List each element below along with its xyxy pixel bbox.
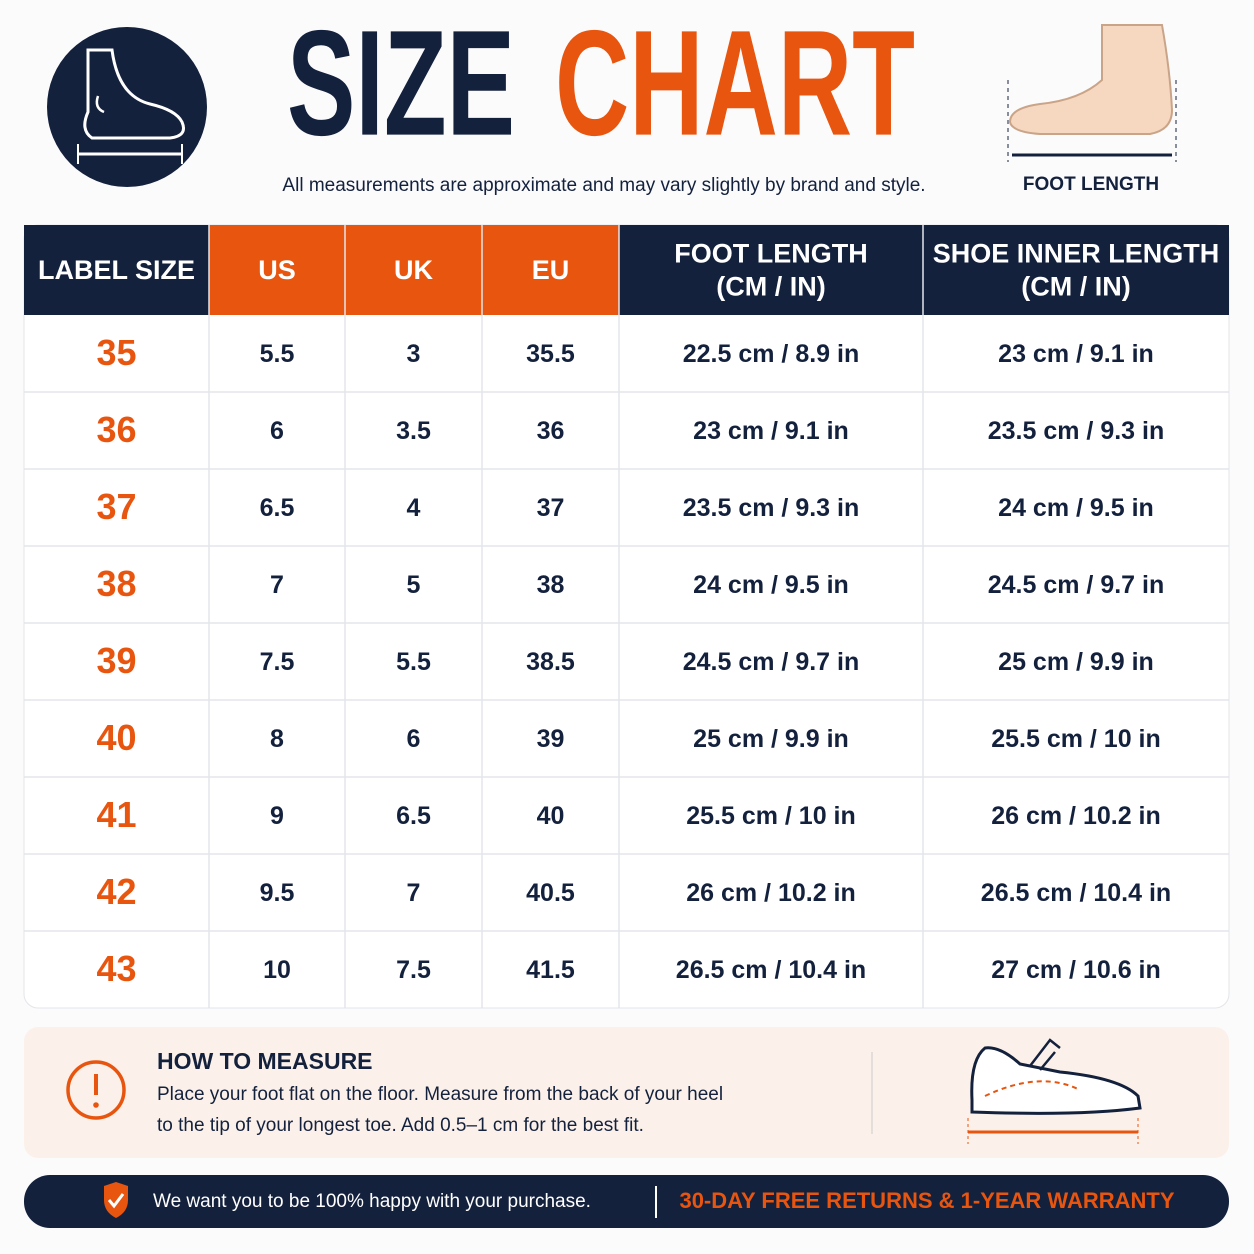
cell: 26 cm / 10.2 in bbox=[686, 879, 856, 907]
cell: 38.5 bbox=[526, 648, 575, 676]
cell: 24.5 cm / 9.7 in bbox=[988, 571, 1165, 599]
header-cell bbox=[24, 225, 209, 315]
cell: 6.5 bbox=[396, 802, 431, 830]
label-size: 40 bbox=[96, 717, 136, 758]
header-label: US bbox=[258, 255, 296, 285]
cell: 26 cm / 10.2 in bbox=[991, 802, 1161, 830]
foot-caption: FOOT LENGTH bbox=[1023, 174, 1159, 195]
cell: 25.5 cm / 10 in bbox=[686, 802, 856, 830]
foot-outline bbox=[83, 48, 185, 140]
cell: 7.5 bbox=[260, 648, 295, 676]
label-size: 36 bbox=[96, 409, 136, 450]
header-label: LABEL SIZE bbox=[38, 255, 195, 285]
cell: 36 bbox=[537, 417, 565, 445]
cell: 37 bbox=[537, 494, 565, 522]
cell: 23 cm / 9.1 in bbox=[693, 417, 849, 445]
cell: 4 bbox=[407, 494, 421, 522]
cell: 25 cm / 9.9 in bbox=[693, 725, 849, 753]
header-label: (CM / IN) bbox=[716, 272, 825, 302]
warning-icon bbox=[66, 1060, 126, 1120]
label-size: 38 bbox=[96, 563, 136, 604]
cell: 25.5 cm / 10 in bbox=[991, 725, 1161, 753]
header-cell bbox=[923, 225, 1229, 315]
foot-illustration bbox=[1008, 24, 1174, 135]
cell: 26.5 cm / 10.4 in bbox=[676, 956, 866, 984]
cell: 23 cm / 9.1 in bbox=[998, 340, 1154, 368]
header-label: FOOT LENGTH bbox=[674, 239, 867, 269]
cell: 7 bbox=[407, 879, 421, 907]
cell: 3 bbox=[407, 340, 421, 368]
shoe-laces bbox=[1029, 1038, 1061, 1071]
cell: 5.5 bbox=[260, 340, 295, 368]
shoe-line bbox=[984, 1080, 1081, 1097]
header-label: SHOE INNER LENGTH bbox=[933, 239, 1220, 269]
cell: 22.5 cm / 8.9 in bbox=[683, 340, 860, 368]
cell: 9.5 bbox=[260, 879, 295, 907]
shield-icon bbox=[104, 1182, 128, 1218]
cell: 40.5 bbox=[526, 879, 575, 907]
footer-bar bbox=[24, 1175, 1229, 1228]
label-size: 35 bbox=[96, 332, 136, 373]
measure-line: to the tip of your longest toe. Add 0.5–… bbox=[157, 1115, 644, 1136]
cell: 6 bbox=[270, 417, 284, 445]
cell: 40 bbox=[537, 802, 565, 830]
header-cell bbox=[209, 225, 345, 315]
label-size: 41 bbox=[96, 794, 136, 835]
ankle-mark bbox=[95, 95, 105, 114]
measure-title: HOW TO MEASURE bbox=[157, 1048, 373, 1074]
cell: 5 bbox=[407, 571, 421, 599]
shoe-icon bbox=[970, 1046, 1142, 1115]
cell: 9 bbox=[270, 802, 284, 830]
footer-right: 30-DAY FREE RETURNS & 1-YEAR WARRANTY bbox=[679, 1188, 1174, 1213]
cell: 24 cm / 9.5 in bbox=[693, 571, 849, 599]
warning-dot bbox=[93, 1102, 99, 1108]
cell: 25 cm / 9.9 in bbox=[998, 648, 1154, 676]
label-size: 39 bbox=[96, 640, 136, 681]
cell: 5.5 bbox=[396, 648, 431, 676]
cell: 3.5 bbox=[396, 417, 431, 445]
cell: 7 bbox=[270, 571, 284, 599]
label-size: 42 bbox=[96, 871, 136, 912]
measure-line: Place your foot flat on the floor. Measu… bbox=[157, 1084, 723, 1105]
header-label: (CM / IN) bbox=[1021, 272, 1130, 302]
cell: 39 bbox=[537, 725, 565, 753]
footer-left: We want you to be 100% happy with your p… bbox=[153, 1191, 591, 1212]
cell: 6 bbox=[407, 725, 421, 753]
label-size: 37 bbox=[96, 486, 136, 527]
title-first: SIZE bbox=[287, 0, 515, 167]
measure-box bbox=[24, 1027, 1229, 1158]
header-label: UK bbox=[394, 255, 433, 285]
cell: 38 bbox=[537, 571, 565, 599]
cell: 26.5 cm / 10.4 in bbox=[981, 879, 1171, 907]
header-cell bbox=[619, 225, 923, 315]
cell: 7.5 bbox=[396, 956, 431, 984]
header-cell bbox=[345, 225, 482, 315]
cell: 8 bbox=[270, 725, 284, 753]
cell: 41.5 bbox=[526, 956, 575, 984]
header-label: EU bbox=[532, 255, 570, 285]
cell: 6.5 bbox=[260, 494, 295, 522]
cell: 35.5 bbox=[526, 340, 575, 368]
subtitle: All measurements are approximate and may… bbox=[282, 175, 925, 196]
cell: 23.5 cm / 9.3 in bbox=[988, 417, 1165, 445]
header-cell bbox=[482, 225, 619, 315]
title-second: CHART bbox=[555, 0, 915, 167]
cell: 10 bbox=[263, 956, 291, 984]
check bbox=[107, 1193, 125, 1209]
cell: 23.5 cm / 9.3 in bbox=[683, 494, 860, 522]
cell: 24.5 cm / 9.7 in bbox=[683, 648, 860, 676]
label-size: 43 bbox=[96, 948, 136, 989]
cell: 24 cm / 9.5 in bbox=[998, 494, 1154, 522]
cell: 27 cm / 10.6 in bbox=[991, 956, 1161, 984]
